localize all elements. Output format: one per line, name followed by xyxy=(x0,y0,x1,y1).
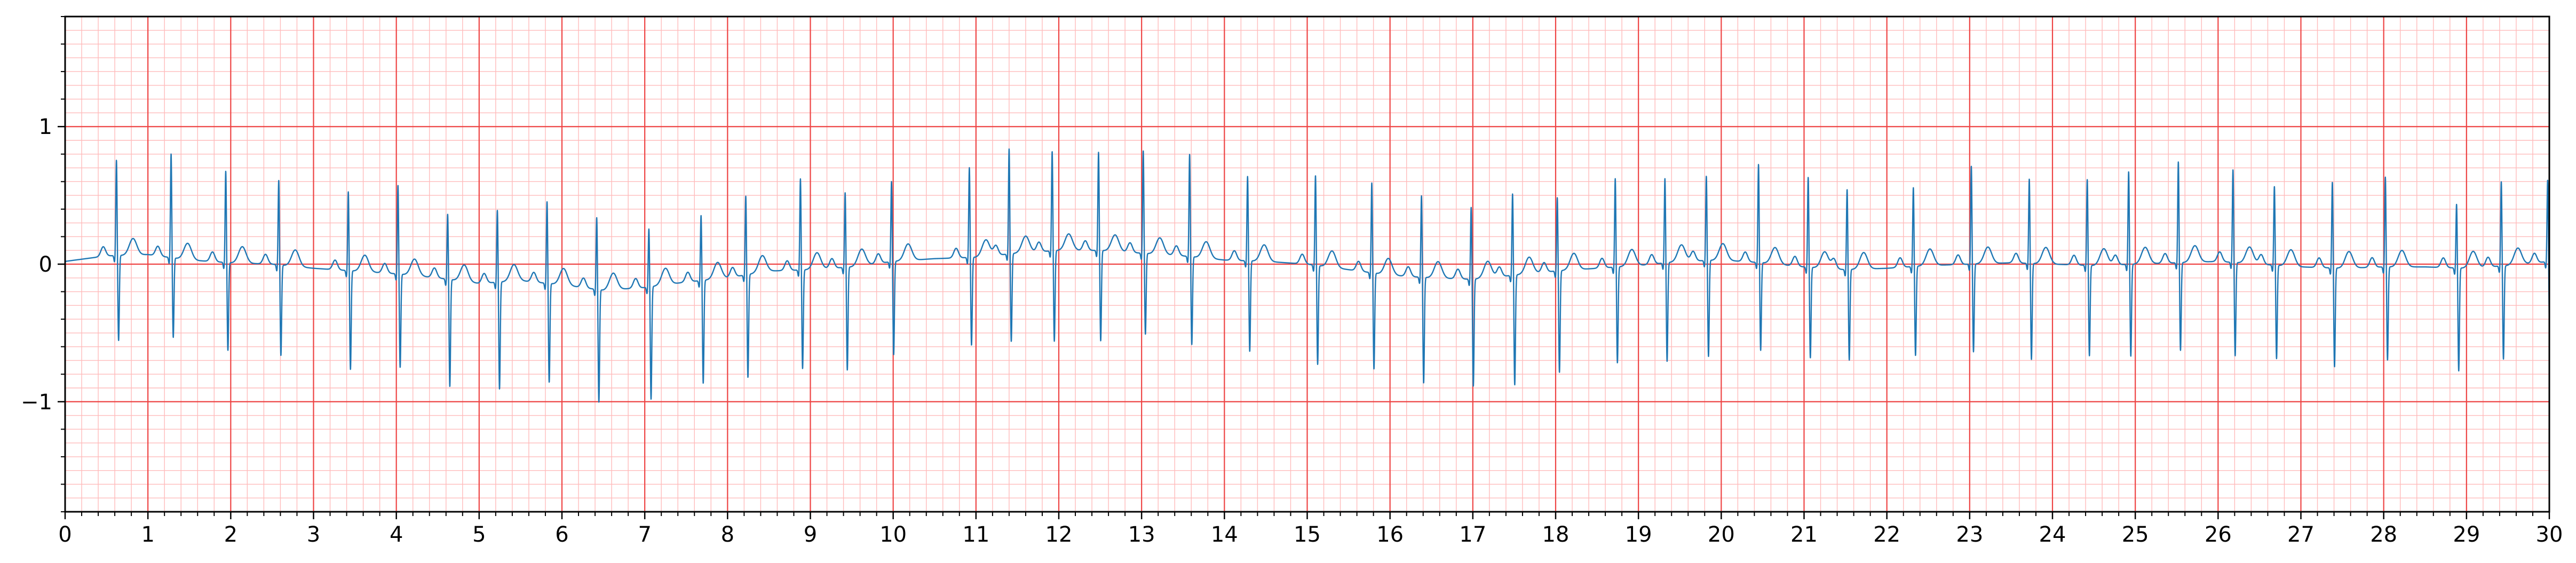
x-tick-label: 6 xyxy=(555,522,568,547)
x-tick-label: 22 xyxy=(1873,522,1900,547)
x-tick-label: 2 xyxy=(224,522,237,547)
x-tick-label: 16 xyxy=(1376,522,1404,547)
x-tick-label: 7 xyxy=(638,522,651,547)
x-tick-label: 3 xyxy=(307,522,320,547)
x-tick-label: 4 xyxy=(390,522,403,547)
y-tick-label: −1 xyxy=(21,390,52,415)
x-tick-label: 17 xyxy=(1459,522,1486,547)
x-tick-label: 11 xyxy=(962,522,989,547)
x-tick-label: 12 xyxy=(1045,522,1073,547)
x-tick-label: 24 xyxy=(2039,522,2066,547)
x-tick-label: 14 xyxy=(1211,522,1238,547)
y-axis: −1 0 1 xyxy=(21,17,65,512)
x-tick-label: 13 xyxy=(1128,522,1155,547)
x-tick-label: 28 xyxy=(2370,522,2397,547)
x-tick-label: 30 xyxy=(2536,522,2563,547)
x-tick-label: 20 xyxy=(1708,522,1735,547)
x-tick-label: 23 xyxy=(1956,522,1983,547)
x-tick-label: 26 xyxy=(2205,522,2232,547)
x-tick-label: 19 xyxy=(1625,522,1652,547)
x-tick-label: 1 xyxy=(141,522,154,547)
x-tick-label: 18 xyxy=(1542,522,1570,547)
x-tick-label: 0 xyxy=(58,522,72,547)
y-tick-label: 1 xyxy=(39,115,52,139)
x-axis: 0 1 2 3 4 5 6 7 8 9 10 11 12 13 14 15 16 17 18 19 20 21 22 23 24… xyxy=(58,512,2563,547)
x-tick-label: 25 xyxy=(2122,522,2149,547)
y-tick-label: 0 xyxy=(39,252,52,277)
x-tick-label: 27 xyxy=(2287,522,2315,547)
x-tick-label: 29 xyxy=(2453,522,2480,547)
x-tick-label: 9 xyxy=(804,522,817,547)
x-tick-label: 15 xyxy=(1294,522,1321,547)
x-tick-label: 8 xyxy=(721,522,734,547)
x-tick-label: 10 xyxy=(879,522,907,547)
x-tick-label: 5 xyxy=(472,522,486,547)
x-tick-label: 21 xyxy=(1790,522,1818,547)
